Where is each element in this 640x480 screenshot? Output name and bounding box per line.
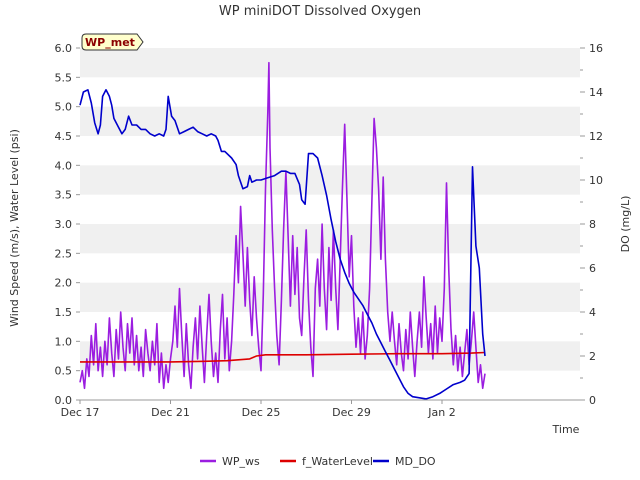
left-tick-label: 4.0 bbox=[55, 159, 73, 172]
left-tick-label: 4.5 bbox=[55, 130, 73, 143]
legend: WP_ws f_WaterLevel MD_DO bbox=[200, 455, 436, 468]
grid-band bbox=[80, 106, 580, 136]
left-ticks: 0.0 0.5 1.0 1.5 2.0 2.5 3.0 3.5 4.0 4.5 5.0 5.5 6.0 bbox=[55, 42, 80, 407]
grid-band bbox=[80, 165, 580, 195]
left-tick-label: 6.0 bbox=[55, 42, 73, 55]
left-tick-label: 5.5 bbox=[55, 71, 73, 84]
legend-label-wp-ws: WP_ws bbox=[222, 455, 260, 468]
left-tick-label: 2.5 bbox=[55, 247, 73, 260]
left-tick-label: 0.0 bbox=[55, 394, 73, 407]
x-tick-label: Jan 2 bbox=[427, 406, 455, 419]
left-tick-label: 3.5 bbox=[55, 189, 73, 202]
station-tag-box bbox=[81, 33, 144, 51]
x-tick-label: Dec 25 bbox=[242, 406, 281, 419]
right-tick-label: 2 bbox=[589, 350, 596, 363]
right-tick-label: 14 bbox=[589, 86, 603, 99]
right-axis-label: DO (mg/L) bbox=[619, 196, 632, 253]
series-line-wp-ws bbox=[79, 61, 486, 390]
right-tick-label: 8 bbox=[589, 218, 596, 231]
x-tick-label: Dec 21 bbox=[151, 406, 190, 419]
right-tick-label: 10 bbox=[589, 174, 603, 187]
right-tick-label: 16 bbox=[589, 42, 603, 55]
legend-label-md-do: MD_DO bbox=[395, 455, 436, 468]
x-tick-label: Dec 17 bbox=[61, 406, 100, 419]
left-tick-label: 1.5 bbox=[55, 306, 73, 319]
left-tick-label: 2.0 bbox=[55, 277, 73, 290]
x-ticks: Dec 17 Dec 21 Dec 25 Dec 29 Jan 2 bbox=[61, 400, 456, 419]
right-ticks: 0 2 4 6 8 10 12 14 16 bbox=[580, 42, 603, 407]
chart-title: WP miniDOT Dissolved Oxygen bbox=[219, 4, 421, 19]
left-tick-label: 3.0 bbox=[55, 218, 73, 231]
left-tick-label: 0.5 bbox=[55, 365, 73, 378]
grid-band bbox=[80, 224, 580, 254]
station-tag-label: WP_met bbox=[85, 36, 135, 49]
right-tick-label: 0 bbox=[589, 394, 596, 407]
x-axis-label: Time bbox=[552, 423, 580, 436]
grid-band bbox=[80, 341, 580, 371]
left-tick-label: 1.0 bbox=[55, 335, 73, 348]
right-tick-label: 6 bbox=[589, 262, 596, 275]
x-tick-label: Dec 29 bbox=[332, 406, 371, 419]
left-axis-label: Wind Speed (m/s), Water Level (psi) bbox=[8, 129, 21, 327]
legend-label-f-waterlevel: f_WaterLevel bbox=[302, 455, 373, 468]
left-tick-label: 5.0 bbox=[55, 101, 73, 114]
series-line-md-do bbox=[79, 89, 486, 400]
series-line-f-waterlevel bbox=[80, 351, 486, 363]
right-tick-label: 12 bbox=[589, 130, 603, 143]
grid-band bbox=[80, 48, 580, 78]
station-tag: WP_met bbox=[81, 33, 144, 51]
grid-bands bbox=[80, 48, 580, 371]
right-tick-label: 4 bbox=[589, 306, 596, 319]
series-layer bbox=[79, 61, 486, 400]
